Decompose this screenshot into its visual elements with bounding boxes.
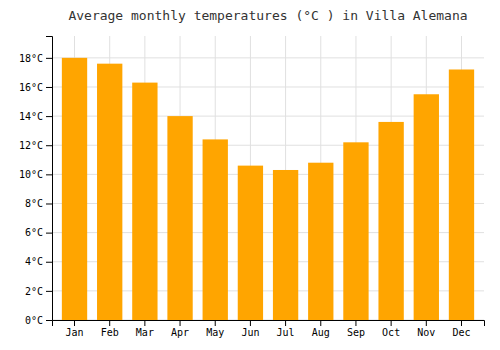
x-tick: Dec bbox=[452, 320, 470, 338]
y-tick: 16°C bbox=[19, 82, 52, 93]
y-tick: 14°C bbox=[19, 111, 52, 122]
x-tick: May bbox=[206, 320, 224, 338]
x-tick-label: Dec bbox=[452, 327, 470, 338]
y-tick: 6°C bbox=[25, 227, 52, 238]
x-tick: Sep bbox=[347, 320, 365, 338]
x-tick-mark bbox=[426, 320, 427, 326]
x-tick-label: Apr bbox=[171, 327, 189, 338]
x-tick: Mar bbox=[136, 320, 154, 338]
x-tick-mark bbox=[461, 320, 462, 326]
bar bbox=[238, 166, 263, 320]
bar bbox=[132, 83, 157, 320]
x-tick-mark bbox=[180, 320, 181, 326]
x-tick: Aug bbox=[312, 320, 330, 338]
x-tick: Jun bbox=[241, 320, 259, 338]
x-tick-mark bbox=[250, 320, 251, 326]
y-tick: 4°C bbox=[25, 256, 52, 267]
x-tick-label: Aug bbox=[312, 327, 330, 338]
x-tick-label: Oct bbox=[382, 327, 400, 338]
x-tick: Jan bbox=[65, 320, 83, 338]
y-tick: 8°C bbox=[25, 198, 52, 209]
x-tick-mark bbox=[109, 320, 110, 326]
y-tick-label: 10°C bbox=[19, 169, 43, 180]
bar bbox=[62, 58, 87, 320]
y-tick: 2°C bbox=[25, 286, 52, 297]
y-tick-label: 2°C bbox=[25, 286, 43, 297]
x-tick: Feb bbox=[101, 320, 119, 338]
bar bbox=[343, 142, 368, 320]
chart-svg: 0°C 2°C 4°C 6°C 8°C 10°C 12°C 14°C 16°C 18°C Jan Fe… bbox=[0, 0, 500, 350]
bar bbox=[308, 163, 333, 320]
bar bbox=[203, 139, 228, 320]
x-tick-label: Sep bbox=[347, 327, 365, 338]
y-tick: 12°C bbox=[19, 140, 52, 151]
y-axis: 0°C 2°C 4°C 6°C 8°C 10°C 12°C 14°C 16°C 18°C bbox=[19, 37, 53, 326]
x-tick-label: Jan bbox=[65, 327, 83, 338]
x-tick-mark bbox=[74, 320, 75, 326]
x-axis: Jan Feb Mar Apr May Jun Jul Aug Sep Oct Nov Dec bbox=[53, 320, 485, 338]
bars bbox=[62, 58, 474, 320]
y-tick-mark bbox=[46, 291, 52, 292]
chart-title: Average monthly temperatures (°C ) in Vi… bbox=[68, 8, 467, 23]
y-tick-mark bbox=[46, 203, 52, 204]
y-tick-mark bbox=[46, 174, 52, 175]
bar bbox=[167, 116, 192, 320]
y-tick-mark bbox=[46, 87, 52, 88]
bar bbox=[414, 94, 439, 320]
y-tick-label: 6°C bbox=[25, 227, 43, 238]
x-tick-mark bbox=[355, 320, 356, 326]
y-axis-line bbox=[46, 37, 53, 321]
y-tick-mark bbox=[46, 262, 52, 263]
y-tick-mark bbox=[46, 233, 52, 234]
x-axis-line bbox=[53, 321, 485, 327]
x-tick: Apr bbox=[171, 320, 189, 338]
y-tick-label: 14°C bbox=[19, 111, 43, 122]
x-tick-mark bbox=[144, 320, 145, 326]
bar bbox=[378, 122, 403, 320]
bar bbox=[97, 64, 122, 320]
y-tick-mark bbox=[46, 116, 52, 117]
x-tick-label: Jun bbox=[241, 327, 259, 338]
y-tick: 18°C bbox=[19, 53, 52, 64]
x-tick-label: Jul bbox=[277, 327, 295, 338]
y-tick: 0°C bbox=[25, 315, 52, 326]
y-tick-mark bbox=[46, 320, 52, 321]
x-tick-label: Mar bbox=[136, 327, 154, 338]
x-tick-label: May bbox=[206, 327, 224, 338]
x-tick-mark bbox=[320, 320, 321, 326]
x-tick: Nov bbox=[417, 320, 435, 338]
y-grid-line bbox=[52, 57, 484, 58]
y-tick-label: 16°C bbox=[19, 82, 43, 93]
x-tick-mark bbox=[215, 320, 216, 326]
x-tick-label: Feb bbox=[101, 327, 119, 338]
chart-container: 0°C 2°C 4°C 6°C 8°C 10°C 12°C 14°C 16°C 18°C Jan Fe… bbox=[0, 0, 500, 350]
grid bbox=[52, 36, 484, 320]
bar bbox=[273, 170, 298, 320]
y-tick-label: 4°C bbox=[25, 256, 43, 267]
bar bbox=[449, 69, 474, 320]
y-tick-mark bbox=[46, 145, 52, 146]
x-tick: Oct bbox=[382, 320, 400, 338]
x-tick: Jul bbox=[277, 320, 295, 338]
y-tick-label: 18°C bbox=[19, 53, 43, 64]
y-tick-label: 12°C bbox=[19, 140, 43, 151]
x-tick-mark bbox=[391, 320, 392, 326]
y-tick-label: 0°C bbox=[25, 315, 43, 326]
y-tick-mark bbox=[46, 58, 52, 59]
y-tick: 10°C bbox=[19, 169, 52, 180]
x-tick-mark bbox=[285, 320, 286, 326]
y-tick-label: 8°C bbox=[25, 198, 43, 209]
x-tick-label: Nov bbox=[417, 327, 435, 338]
